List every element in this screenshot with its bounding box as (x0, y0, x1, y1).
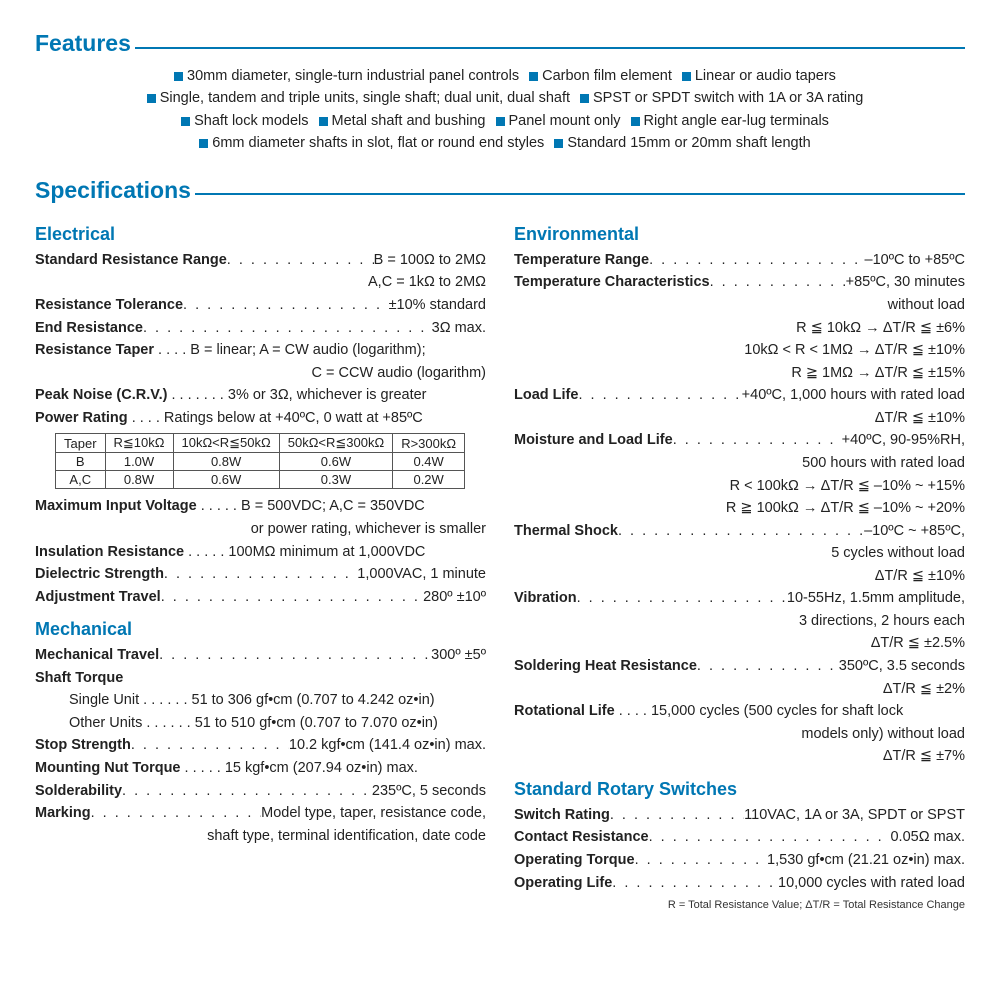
power-table-header: R>300kΩ (393, 434, 465, 453)
bullet-icon (496, 117, 505, 126)
features-list: 30mm diameter, single-turn industrial pa… (35, 65, 965, 155)
power-table-header: R≦10kΩ (105, 434, 173, 453)
solder-heat: Soldering Heat Resistance 350ºC, 3.5 sec… (514, 657, 965, 677)
std-res-range: Standard Resistance Range B = 100Ω to 2M… (35, 251, 486, 271)
power-table-header: 10kΩ<R≦50kΩ (173, 434, 279, 453)
dielectric: Dielectric Strength 1,000VAC, 1 minute (35, 565, 486, 585)
vibration: Vibration 10-55Hz, 1.5mm amplitude, (514, 589, 965, 609)
feature-item: Carbon film element (542, 68, 672, 84)
power-table-cell: 0.8W (173, 453, 279, 471)
switches-header: Standard Rotary Switches (514, 779, 965, 800)
thermal-shock: Thermal Shock –10ºC ~ +85ºC, (514, 522, 965, 542)
power-table-cell: 0.2W (393, 471, 465, 489)
res-taper: Resistance Taper . . . . B = linear; A =… (35, 341, 486, 361)
bullet-icon (319, 117, 328, 126)
mech-travel: Mechanical Travel 300º ±5º (35, 646, 486, 666)
feature-item: Panel mount only (509, 113, 621, 129)
feature-item: Single, tandem and triple units, single … (160, 90, 570, 106)
res-tolerance: Resistance Tolerance ±10% standard (35, 296, 486, 316)
shaft-torque: Shaft Torque (35, 669, 486, 689)
environmental-header: Environmental (514, 224, 965, 245)
mechanical-header: Mechanical (35, 619, 486, 640)
feature-item: Shaft lock models (194, 113, 308, 129)
bullet-icon (529, 72, 538, 81)
feature-item: Right angle ear-lug terminals (644, 113, 829, 129)
feature-item: Linear or audio tapers (695, 68, 836, 84)
specifications-title: Specifications (35, 177, 191, 204)
feature-item: Standard 15mm or 20mm shaft length (567, 135, 810, 151)
moisture-life: Moisture and Load Life +40ºC, 90-95%RH, (514, 431, 965, 451)
power-table: TaperR≦10kΩ10kΩ<R≦50kΩ50kΩ<R≦300kΩR>300k… (55, 433, 465, 489)
power-table-header: Taper (56, 434, 106, 453)
bullet-icon (682, 72, 691, 81)
solderability: Solderability 235ºC, 5 seconds (35, 782, 486, 802)
power-table-cell: B (56, 453, 106, 471)
features-header: Features (35, 30, 965, 57)
power-table-cell: 0.6W (279, 453, 392, 471)
bullet-icon (181, 117, 190, 126)
power-table-cell: 0.4W (393, 453, 465, 471)
max-input: Maximum Input Voltage . . . . . B = 500V… (35, 497, 486, 517)
stop-strength: Stop Strength 10.2 kgf•cm (141.4 oz•in) … (35, 736, 486, 756)
bullet-icon (174, 72, 183, 81)
feature-item: 6mm diameter shafts in slot, flat or rou… (212, 135, 544, 151)
power-table-header: 50kΩ<R≦300kΩ (279, 434, 392, 453)
features-title: Features (35, 30, 131, 57)
switch-rating: Switch Rating 110VAC, 1A or 3A, SPDT or … (514, 806, 965, 826)
specifications-header: Specifications (35, 177, 965, 204)
op-torque: Operating Torque 1,530 gf•cm (21.21 oz•i… (514, 851, 965, 871)
header-rule (195, 193, 965, 195)
end-resistance: End Resistance 3Ω max. (35, 319, 486, 339)
marking: Marking Model type, taper, resistance co… (35, 804, 486, 824)
power-rating: Power Rating . . . . Ratings below at +4… (35, 409, 486, 429)
contact-res: Contact Resistance 0.05Ω max. (514, 828, 965, 848)
bullet-icon (147, 94, 156, 103)
power-table-cell: 1.0W (105, 453, 173, 471)
feature-item: Metal shaft and bushing (332, 113, 486, 129)
power-table-cell: 0.8W (105, 471, 173, 489)
adj-travel: Adjustment Travel 280º ±10º (35, 588, 486, 608)
power-table-cell: 0.3W (279, 471, 392, 489)
temp-range: Temperature Range –10ºC to +85ºC (514, 251, 965, 271)
rotational-life: Rotational Life . . . . 15,000 cycles (5… (514, 702, 965, 722)
power-table-cell: 0.6W (173, 471, 279, 489)
right-column: Environmental Temperature Range –10ºC to… (514, 212, 965, 911)
power-table-cell: A,C (56, 471, 106, 489)
shaft-torque-other: Other Units . . . . . . 51 to 510 gf•cm … (35, 714, 486, 734)
bullet-icon (554, 139, 563, 148)
feature-item: 30mm diameter, single-turn industrial pa… (187, 68, 519, 84)
load-life: Load Life +40ºC, 1,000 hours with rated … (514, 386, 965, 406)
peak-noise: Peak Noise (C.R.V.) . . . . . . . 3% or … (35, 386, 486, 406)
feature-item: SPST or SPDT switch with 1A or 3A rating (593, 90, 863, 106)
mount-torque: Mounting Nut Torque . . . . . 15 kgf•cm … (35, 759, 486, 779)
footnote: R = Total Resistance Value; ΔT/R = Total… (514, 899, 965, 911)
electrical-header: Electrical (35, 224, 486, 245)
bullet-icon (631, 117, 640, 126)
header-rule (135, 47, 965, 49)
bullet-icon (199, 139, 208, 148)
temp-char: Temperature Characteristics +85ºC, 30 mi… (514, 273, 965, 293)
left-column: Electrical Standard Resistance Range B =… (35, 212, 486, 911)
ins-res: Insulation Resistance . . . . . 100MΩ mi… (35, 543, 486, 563)
bullet-icon (580, 94, 589, 103)
shaft-torque-single: Single Unit . . . . . . 51 to 306 gf•cm … (35, 691, 486, 711)
op-life: Operating Life 10,000 cycles with rated … (514, 874, 965, 894)
